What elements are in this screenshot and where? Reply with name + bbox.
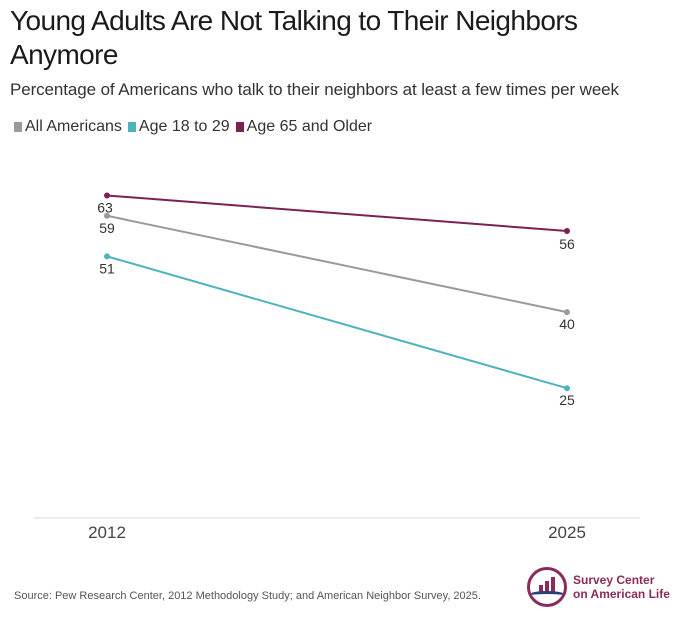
logo-text: Survey Center on American Life bbox=[573, 573, 670, 601]
legend-swatch-all-americans bbox=[14, 122, 22, 132]
point-age-18-to-29-2025 bbox=[564, 385, 570, 392]
logo-line-2: on American Life bbox=[573, 587, 670, 601]
legend-label-age-18-29: Age 18 to 29 bbox=[138, 118, 230, 135]
chart-title: Young Adults Are Not Talking to Their Ne… bbox=[10, 5, 578, 70]
legend-item-all-americans: All Americans bbox=[14, 118, 122, 136]
point-age-65-and-older-2025 bbox=[564, 228, 570, 234]
x-tick-label-2025: 2025 bbox=[548, 523, 586, 542]
legend-item-age-18-29: Age 18 to 29 bbox=[127, 118, 230, 136]
data-label-all-americans-2012: 59 bbox=[99, 220, 115, 236]
legend-swatch-age-18-29 bbox=[127, 122, 136, 132]
data-label-age-65-and-older-2012: 63 bbox=[97, 200, 113, 216]
legend-swatch-age-65-older bbox=[235, 122, 244, 132]
point-all-americans-2025 bbox=[564, 309, 570, 316]
logo-line-1: Survey Center bbox=[573, 573, 655, 587]
legend-label-all-americans: All Americans bbox=[25, 118, 122, 135]
chart-subtitle: Percentage of Americans who talk to thei… bbox=[10, 80, 619, 99]
data-label-all-americans-2025: 40 bbox=[559, 316, 575, 332]
series-line-all-americans bbox=[106, 214, 568, 314]
x-tick-label-2012: 2012 bbox=[88, 523, 126, 542]
legend: All Americans Age 18 to 29 Age 65 and Ol… bbox=[14, 118, 378, 136]
point-age-18-to-29-2012 bbox=[104, 253, 110, 260]
logo-chart-icon bbox=[527, 567, 567, 607]
legend-item-age-65-older: Age 65 and Older bbox=[235, 118, 373, 136]
source-note: Source: Pew Research Center, 2012 Method… bbox=[14, 590, 481, 602]
point-all-americans-2012 bbox=[104, 212, 110, 219]
data-label-age-18-to-29-2025: 25 bbox=[559, 392, 575, 408]
data-label-age-65-and-older-2025: 56 bbox=[559, 236, 575, 252]
point-age-65-and-older-2012 bbox=[104, 192, 110, 199]
series-line-age-18-to-29 bbox=[106, 255, 568, 390]
line-chart: 2012 2025 59 40 51 25 63 56 bbox=[34, 192, 640, 542]
legend-label-age-65-older: Age 65 and Older bbox=[246, 118, 373, 135]
series-line-age-65-and-older bbox=[106, 194, 568, 232]
data-label-age-18-to-29-2012: 51 bbox=[99, 260, 115, 276]
survey-center-logo: Survey Center on American Life bbox=[527, 565, 677, 609]
